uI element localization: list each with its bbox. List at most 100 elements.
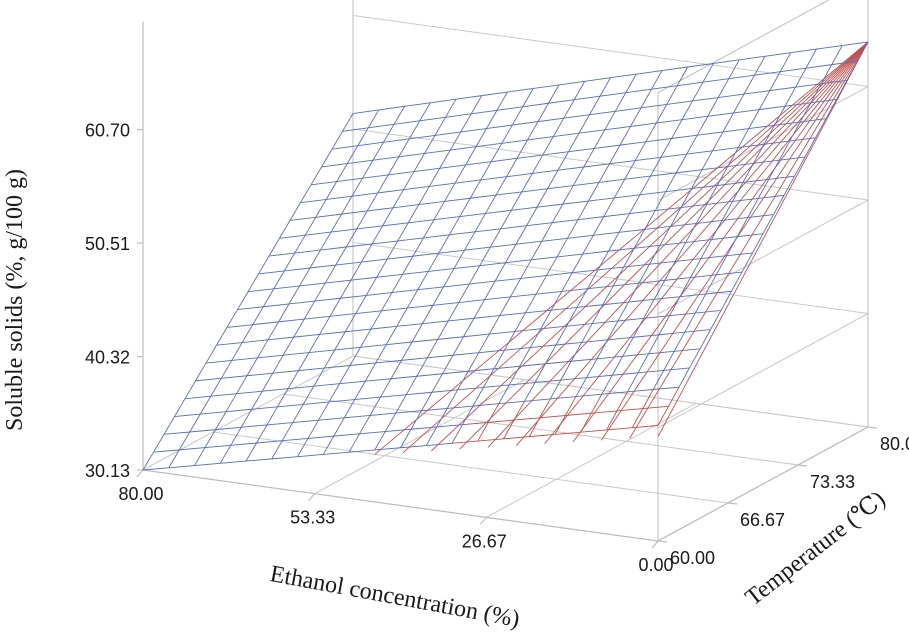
surface-gridline-ethanol — [680, 204, 707, 208]
surface-gridline-temperature — [297, 438, 309, 457]
surface-gridline-ethanol — [670, 223, 697, 227]
surface-gridline-ethanol — [742, 178, 769, 183]
surface-gridline-ethanol — [371, 240, 398, 245]
surface-gridline-ethanol — [313, 383, 340, 387]
surface-gridline-ethanol — [630, 122, 657, 127]
surface-gridline-temperature — [216, 327, 228, 346]
surface-gridline-temperature — [210, 378, 222, 397]
surface-gridline-temperature — [220, 360, 233, 379]
surface-gridline-temperature — [371, 225, 383, 245]
surface-gridline-temperature — [483, 368, 495, 388]
surface-gridline-ethanol — [591, 410, 618, 414]
surface-gridline-temperature — [313, 367, 325, 387]
surface-gridline-ethanol — [821, 79, 848, 85]
surface-gridline-ethanol — [452, 352, 479, 356]
surface-underside-line — [629, 41, 869, 439]
surface-gridline-ethanol — [479, 262, 506, 267]
surface-gridline-temperature — [273, 270, 285, 290]
surface-gridline-ethanol — [701, 166, 728, 171]
surface-gridline-temperature — [289, 202, 301, 221]
surface-gridline-temperature — [174, 398, 186, 417]
surface-gridline-ethanol — [374, 447, 401, 451]
surface-gridline-temperature — [625, 73, 637, 93]
surface-gridline-ethanol — [660, 153, 687, 158]
surface-gridline-ethanol — [323, 451, 350, 455]
surface-gridline-ethanol — [242, 339, 269, 343]
surface-gridline-temperature — [488, 315, 501, 335]
surface-gridline-temperature — [630, 107, 642, 127]
surface-gridline-temperature — [572, 166, 585, 186]
surface-gridline-temperature — [426, 339, 439, 359]
surface-gridline-ethanol — [571, 358, 598, 362]
surface-gridline-temperature — [741, 252, 753, 273]
surface-gridline-ethanol — [349, 362, 376, 366]
surface-gridline-ethanol — [608, 247, 635, 252]
surface-underside-line — [402, 41, 869, 453]
surface-gridline-ethanol — [774, 121, 801, 126]
surface-gridline-temperature — [603, 197, 615, 217]
surface-gridline-ethanol — [326, 195, 353, 200]
surface-gridline-ethanol — [436, 424, 463, 428]
surface-gridline-temperature — [422, 305, 434, 324]
surface-gridline-temperature — [321, 148, 333, 168]
surface-gridline-temperature — [629, 194, 641, 214]
surface-gridline-ethanol — [645, 138, 672, 143]
surface-gridline-temperature — [588, 182, 600, 202]
surface-gridline-temperature — [323, 349, 336, 369]
ethanol-axis-line — [142, 469, 659, 542]
surface-gridline-ethanol — [230, 442, 257, 446]
surface-gridline-temperature — [563, 99, 575, 119]
surface-gridline-ethanol — [610, 73, 637, 79]
surface-gridline-temperature — [246, 357, 258, 376]
surface-gridline-temperature — [393, 106, 405, 125]
surface-gridline-ethanol — [320, 246, 347, 251]
surface-gridline-ethanol — [474, 228, 501, 233]
surface-gridline-ethanol — [619, 141, 646, 146]
surface-gridline-temperature — [451, 424, 463, 444]
surface-gridline-ethanol — [659, 241, 686, 246]
surface-gridline-temperature — [660, 138, 672, 158]
surface-gridline-temperature — [550, 291, 563, 311]
surface-gridline-ethanol — [445, 113, 472, 118]
surface-gridline-temperature — [247, 273, 259, 292]
surface-gridline-ethanol — [357, 141, 384, 147]
surface-gridline-ethanol — [336, 177, 363, 182]
surface-gridline-ethanol — [506, 173, 533, 178]
surface-gridline-ethanol — [417, 286, 444, 291]
surface-gridline-temperature — [634, 141, 647, 161]
surface-gridline-temperature — [407, 204, 420, 223]
surface-gridline-ethanol — [246, 372, 273, 377]
surface-gridline-temperature — [339, 365, 351, 384]
surface-gridline-temperature — [387, 156, 400, 176]
surface-gridline-temperature — [477, 422, 489, 442]
surface-gridline-temperature — [784, 86, 796, 107]
surface-gridline-temperature — [325, 181, 338, 200]
surface-gridline-ethanol — [350, 276, 377, 281]
surface-gridline-temperature — [619, 126, 631, 146]
surface-gridline-ethanol — [706, 200, 733, 205]
surface-gridline-ethanol — [481, 91, 508, 97]
surface-gridline-temperature — [366, 192, 379, 212]
surface-gridline-temperature — [499, 296, 511, 316]
surface-gridline-ethanol — [307, 435, 334, 439]
surface-gridline-ethanol — [393, 120, 420, 125]
surface-gridline-ethanol — [231, 357, 258, 361]
surface-gridline-temperature — [511, 106, 524, 126]
surface-gridline-temperature — [438, 234, 450, 254]
surface-gridline-temperature — [611, 356, 624, 376]
surface-gridline-ethanol — [633, 334, 660, 338]
surface-gridline-ethanol — [510, 293, 537, 298]
surface-gridline-temperature — [654, 191, 667, 211]
surface-gridline-ethanol — [629, 210, 656, 215]
surface-gridline-temperature — [716, 166, 729, 186]
surface-gridline-ethanol — [640, 103, 667, 109]
surface-gridline-temperature — [627, 372, 639, 393]
surface-gridline-temperature — [748, 109, 760, 129]
surface-gridline-temperature — [236, 375, 248, 394]
surface-gridline-ethanol — [200, 411, 227, 415]
surface-gridline-ethanol — [424, 149, 451, 154]
surface-gridline-ethanol — [418, 200, 445, 206]
surface-gridline-ethanol — [769, 86, 796, 92]
surface-gridline-temperature — [810, 83, 822, 104]
surface-gridline-temperature — [333, 417, 345, 437]
